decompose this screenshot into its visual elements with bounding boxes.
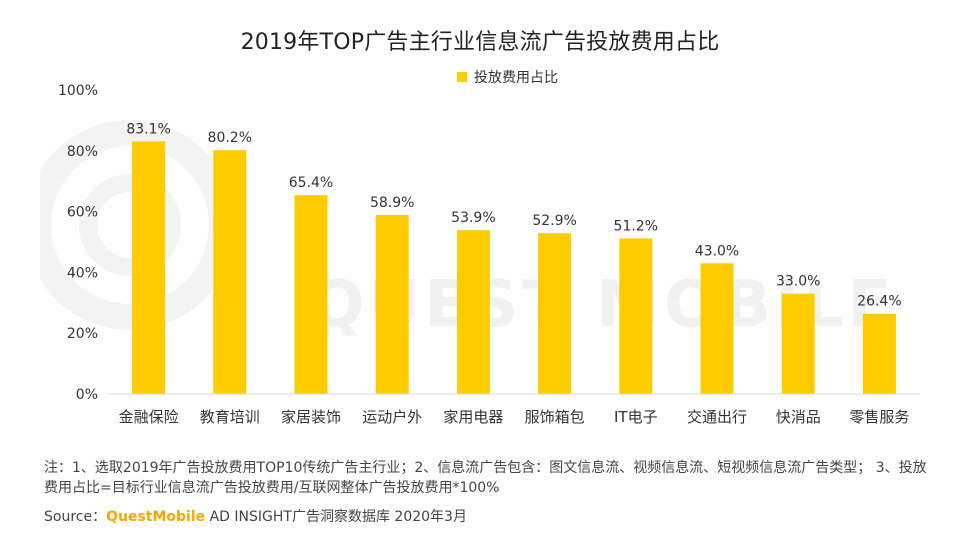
y-axis: 0% 20% 40% 60% 80% 100% — [58, 83, 98, 403]
x-tick-label: 金融保险 — [119, 408, 179, 426]
bar-chart: 0% 20% 40% 60% 80% 100% 83.1% 80.2% 65.4% 58.9% 5… — [58, 70, 920, 426]
y-tick-label: 0% — [76, 387, 98, 403]
data-label: 33.0% — [776, 274, 820, 290]
legend-label: 投放费用占比 — [474, 70, 558, 86]
y-tick-label: 20% — [67, 326, 98, 342]
x-tick-label: 运动户外 — [362, 408, 422, 426]
bar — [862, 313, 896, 394]
data-label: 83.1% — [126, 121, 170, 137]
source-brand: QuestMobile — [106, 509, 206, 525]
y-tick-label: 80% — [67, 144, 98, 160]
bar — [294, 195, 328, 394]
chart-title: 2019年TOP广告主行业信息流广告投放费用占比 — [240, 30, 720, 55]
bar — [456, 230, 490, 394]
x-tick-label: 家居装饰 — [281, 408, 341, 426]
data-label: 26.4% — [857, 294, 901, 310]
bar — [213, 150, 247, 394]
x-tick-label: IT电子 — [614, 408, 658, 426]
source-line: Source：QuestMobile AD INSIGHT广告洞察数据库 202… — [44, 506, 467, 526]
data-label: 51.2% — [614, 218, 658, 234]
data-label: 80.2% — [208, 130, 252, 146]
data-label: 58.9% — [370, 195, 414, 211]
bars: 83.1% 80.2% 65.4% 58.9% 53.9% 52.9% 51.2% 43.0%… — [126, 121, 902, 394]
bar — [619, 238, 653, 394]
chart-notes: 注：1、选取2019年广告投放费用TOP10传统广告主行业；2、信息流广告包含：… — [44, 458, 934, 498]
bar — [538, 233, 572, 394]
bar — [132, 141, 166, 394]
x-tick-label: 家用电器 — [443, 408, 503, 426]
bar — [781, 293, 815, 394]
bar — [375, 214, 409, 394]
y-tick-label: 60% — [67, 205, 98, 221]
x-tick-label: 交通出行 — [687, 408, 747, 426]
data-label: 43.0% — [695, 243, 739, 259]
x-tick-label: 快消品 — [776, 408, 821, 426]
data-label: 65.4% — [289, 175, 333, 191]
x-tick-label: 服饰箱包 — [525, 408, 585, 426]
x-tick-label: 零售服务 — [849, 408, 909, 426]
data-label: 53.9% — [451, 210, 495, 226]
source-rest: AD INSIGHT广告洞察数据库 2020年3月 — [205, 509, 467, 525]
legend-swatch — [457, 72, 467, 82]
x-axis: 金融保险 教育培训 家居装饰 运动户外 家用电器 服饰箱包 IT电子 交通出行 快消品 零售服务 — [108, 393, 920, 426]
y-tick-label: 100% — [58, 83, 98, 99]
legend: 投放费用占比 — [457, 70, 558, 86]
note-text: 注：1、选取2019年广告投放费用TOP10传统广告主行业；2、信息流广告包含：… — [44, 460, 927, 496]
bar — [700, 263, 734, 394]
data-label: 52.9% — [532, 213, 576, 229]
y-tick-label: 40% — [67, 265, 98, 281]
x-tick-label: 教育培训 — [200, 408, 260, 426]
source-prefix: Source： — [44, 509, 107, 525]
